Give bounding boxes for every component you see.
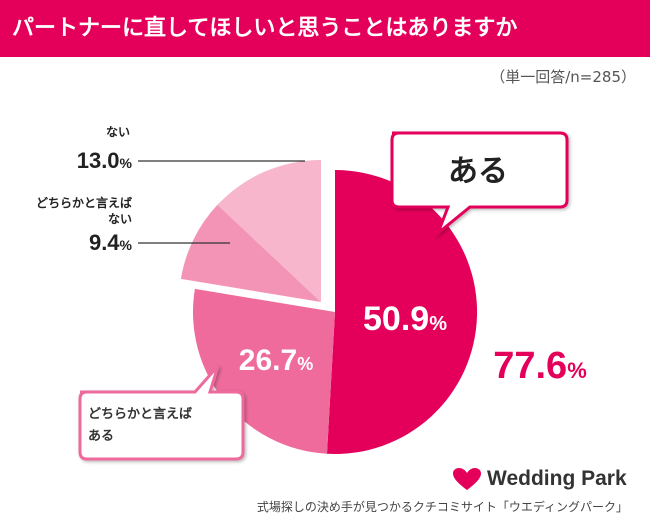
callout-aru-label: ある xyxy=(448,154,508,189)
label-nai-value: 13.0% xyxy=(77,148,133,173)
pie-slice-aru xyxy=(326,169,478,454)
footer-caption: 式場探しの決め手が見つかるクチコミサイト「ウエディングパーク」 xyxy=(256,500,628,514)
slice-value-dochiraka-aru: 26.7% xyxy=(239,344,313,377)
callout-dochiraka-aru: どちらかと言えば ある xyxy=(78,365,245,461)
callout-dochiraka-aru-line1: どちらかと言えば xyxy=(88,406,192,422)
label-dochiraka-nai-line2: ない xyxy=(108,212,132,226)
sample-size-note: （単一回答/n=285） xyxy=(490,68,636,86)
brand-name: Wedding Park xyxy=(487,467,627,490)
pie-slice-nai xyxy=(217,160,321,302)
callout-dochiraka-aru-line2: ある xyxy=(88,429,114,444)
label-nai-name: ない xyxy=(106,125,130,139)
brand-logo: Wedding Park xyxy=(452,466,627,492)
label-dochiraka-nai-value: 9.4% xyxy=(89,230,133,255)
slice-value-aru: 50.9% xyxy=(363,300,447,338)
label-dochiraka-nai-line1: どちらかと言えば xyxy=(36,195,132,210)
page-title-bar: パートナーに直してほしいと思うことはありますか xyxy=(0,0,650,57)
pie-slice-dochiraka-aru xyxy=(193,288,335,454)
page-title: パートナーに直してほしいと思うことはありますか xyxy=(12,16,518,41)
combined-total-value: 77.6% xyxy=(493,345,587,387)
heart-icon xyxy=(453,468,481,490)
pie-slice-dochiraka-nai xyxy=(180,204,321,302)
callout-aru: ある xyxy=(390,131,569,238)
